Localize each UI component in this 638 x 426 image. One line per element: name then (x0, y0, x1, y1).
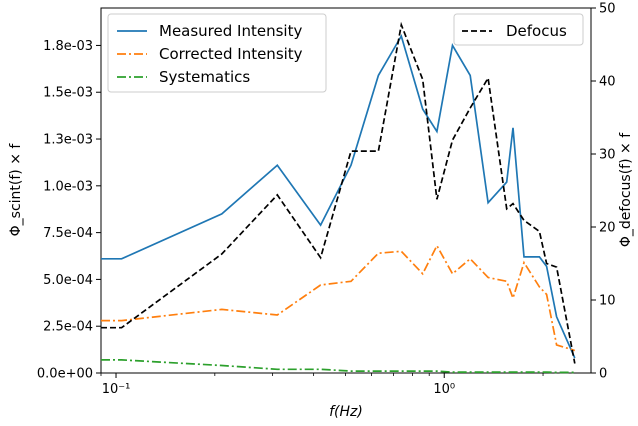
series-lines (101, 21, 576, 374)
legend-label-systematics: Systematics (159, 68, 250, 86)
y-left-tick-label: 5.0e-04 (43, 273, 93, 288)
y-left-tick-label: 1.3e-03 (43, 133, 93, 148)
series-line-defocus (101, 21, 576, 364)
y-right-tick-label: 20 (599, 221, 616, 236)
x-tick-label: 10⁰ (433, 382, 455, 397)
y-right-tick-label: 40 (599, 75, 616, 90)
legend-label-measured: Measured Intensity (159, 22, 302, 40)
x-axis-label: f(Hz) (329, 404, 363, 420)
legend-left-box (107, 13, 327, 93)
legend-left: Measured Intensity Corrected Intensity S… (107, 13, 327, 93)
y-left-tick-label: 1.0e-03 (43, 179, 93, 194)
x-axis: 10⁻¹ 10⁰ (100, 373, 544, 397)
y-right-tick-label: 30 (599, 148, 616, 163)
y-right-tick-label: 0 (599, 367, 607, 382)
legend-label-corrected: Corrected Intensity (159, 45, 303, 63)
y-left-tick-label: 7.5e-04 (43, 226, 93, 241)
y-left-tick-label: 0.0e+00 (37, 367, 93, 382)
legend-right-box (453, 13, 584, 46)
legend-label-defocus: Defocus (506, 22, 567, 40)
y-axis-left-label: Φ_scint(f) × f (8, 143, 24, 237)
y-axis-right-label: Φ_defocus(f) × f (618, 132, 634, 247)
series-line-measured-intensity (101, 33, 576, 359)
y-right-tick-label: 10 (599, 294, 616, 309)
x-tick-label: 10⁻¹ (102, 382, 131, 397)
y-axis-right: 0 10 20 30 40 50 (591, 2, 616, 382)
series-line-systematics (101, 359, 575, 374)
y-right-tick-label: 50 (599, 2, 616, 17)
series-line-corrected-intensity (101, 243, 576, 352)
legend-right: Defocus (453, 13, 584, 46)
y-left-tick-label: 1.5e-03 (43, 86, 93, 101)
y-left-tick-label: 2.5e-04 (43, 320, 93, 335)
y-left-tick-label: 1.8e-03 (43, 39, 93, 54)
y-axis-left: 0.0e+00 2.5e-04 5.0e-04 7.5e-04 1.0e-03 1.3e-… (37, 39, 101, 382)
